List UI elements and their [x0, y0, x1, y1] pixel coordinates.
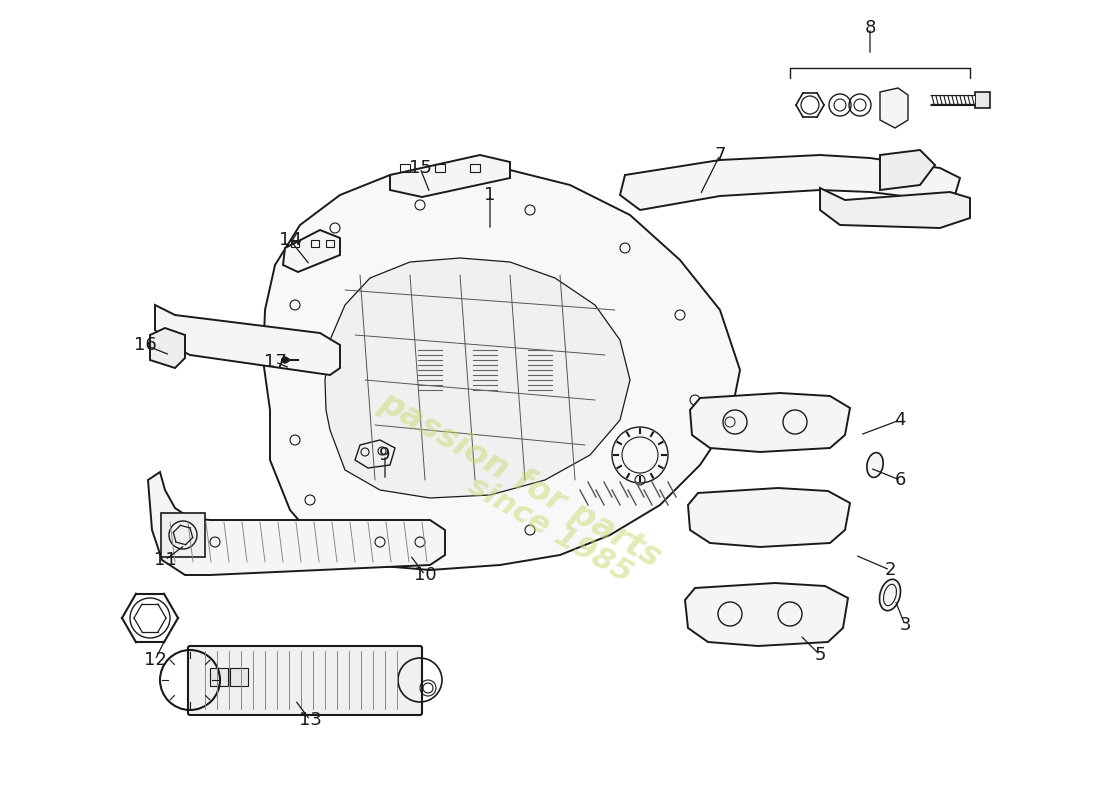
Text: passion for parts: passion for parts — [373, 386, 667, 574]
Text: 1: 1 — [484, 186, 496, 204]
Text: 4: 4 — [894, 411, 905, 429]
Text: 12: 12 — [144, 651, 166, 669]
Polygon shape — [324, 258, 630, 498]
Bar — [210, 668, 228, 686]
Polygon shape — [390, 155, 510, 197]
Polygon shape — [620, 155, 960, 210]
Polygon shape — [155, 305, 340, 375]
Bar — [311, 240, 319, 247]
Polygon shape — [820, 188, 970, 228]
Polygon shape — [263, 168, 740, 570]
Text: 8: 8 — [865, 19, 876, 37]
Bar — [161, 513, 205, 557]
Polygon shape — [148, 472, 446, 575]
Bar — [326, 240, 334, 247]
Text: since 1985: since 1985 — [463, 471, 637, 589]
Polygon shape — [355, 440, 395, 468]
Text: 3: 3 — [900, 616, 911, 634]
Text: 15: 15 — [408, 159, 431, 177]
Bar — [292, 240, 299, 247]
Text: 16: 16 — [133, 336, 156, 354]
Polygon shape — [283, 230, 340, 272]
Bar — [400, 164, 410, 172]
Bar — [434, 164, 446, 172]
Text: 6: 6 — [894, 471, 905, 489]
Polygon shape — [688, 488, 850, 547]
Text: 11: 11 — [154, 551, 176, 569]
Bar — [470, 164, 480, 172]
Text: 13: 13 — [298, 711, 321, 729]
Polygon shape — [880, 150, 935, 190]
FancyBboxPatch shape — [188, 646, 422, 715]
Text: 5: 5 — [814, 646, 826, 664]
Polygon shape — [150, 328, 185, 368]
Polygon shape — [975, 92, 990, 108]
Ellipse shape — [880, 579, 901, 610]
Text: 2: 2 — [884, 561, 895, 579]
Polygon shape — [690, 393, 850, 452]
Ellipse shape — [867, 453, 883, 478]
Polygon shape — [685, 583, 848, 646]
Text: 17: 17 — [264, 353, 286, 371]
Text: 7: 7 — [714, 146, 726, 164]
Bar — [230, 668, 248, 686]
Text: 9: 9 — [379, 446, 390, 464]
Text: 14: 14 — [278, 231, 301, 249]
Text: 10: 10 — [414, 566, 437, 584]
Circle shape — [282, 357, 288, 363]
Polygon shape — [880, 88, 907, 128]
